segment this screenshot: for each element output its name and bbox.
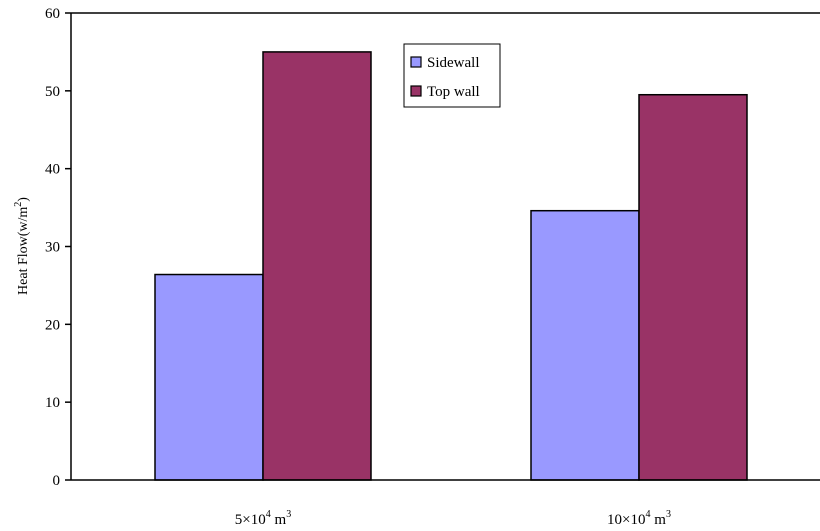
legend-swatch	[410, 56, 422, 68]
y-ticks: 0 10 20 30 40 50 60	[45, 6, 71, 489]
x-tick-label: 10×104 m3	[607, 509, 671, 528]
legend-label: Top wall	[427, 84, 480, 100]
bar-sidewall	[530, 209, 640, 481]
bar-top-wall	[638, 93, 748, 481]
bar-sidewall	[154, 273, 264, 481]
x-tick-labels: 5×104 m3 10×104 m3	[235, 509, 671, 528]
y-tick-label: 10	[45, 395, 60, 411]
bar-top-wall	[262, 51, 372, 481]
y-axis-title: Heat Flow(w/m2)	[13, 197, 31, 295]
y-tick-label: 20	[45, 317, 60, 333]
bars-layer	[154, 51, 748, 481]
legend-swatch	[410, 85, 422, 97]
y-tick-label: 0	[53, 473, 61, 489]
y-tick-label: 40	[45, 162, 60, 178]
legend-label: Sidewall	[427, 55, 480, 71]
x-tick-label: 5×104 m3	[235, 509, 291, 528]
y-tick-label: 60	[45, 6, 60, 22]
legend-box	[403, 43, 501, 108]
y-tick-label: 30	[45, 240, 60, 256]
y-tick-label: 50	[45, 84, 60, 100]
legend: Sidewall Top wall	[403, 43, 501, 108]
